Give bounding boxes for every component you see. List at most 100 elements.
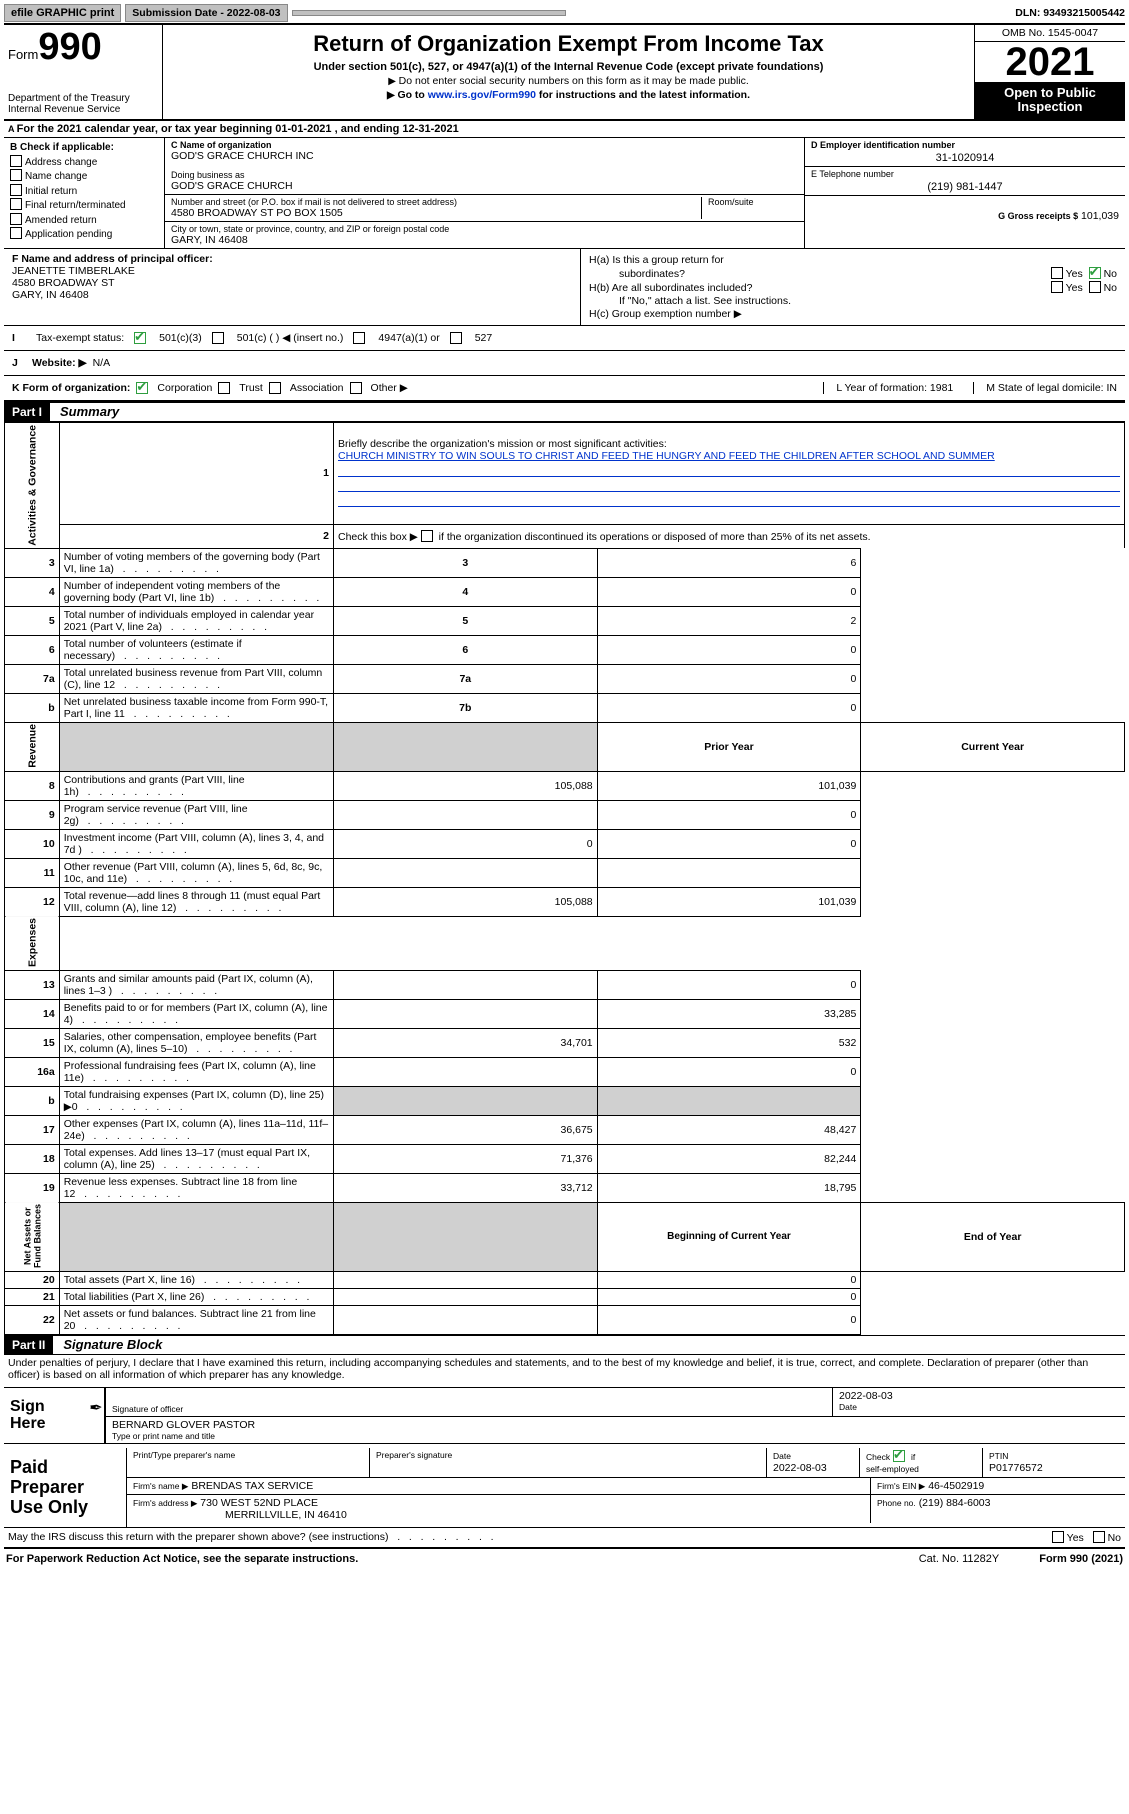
q2-text: Check this box ▶ if the organization dis… (338, 531, 871, 543)
top-bar: efile GRAPHIC print Submission Date - 20… (4, 4, 1125, 25)
sign-arrow-icon: ✒ (88, 1388, 105, 1443)
sign-here-label: Sign Here (4, 1388, 88, 1443)
dba-name: GOD'S GRACE CHURCH (171, 180, 798, 192)
vlabel-governance: Activities & Governance (5, 423, 60, 549)
officer-group-block: F Name and address of principal officer:… (4, 249, 1125, 326)
paperwork-notice: For Paperwork Reduction Act Notice, see … (6, 1553, 358, 1565)
vlabel-netassets: Net Assets or Fund Balances (5, 1202, 60, 1271)
section-f-label: F Name and address of principal officer: (12, 253, 213, 265)
form-note-ssn: ▶ Do not enter social security numbers o… (171, 75, 966, 87)
discuss-question: May the IRS discuss this return with the… (8, 1531, 389, 1544)
col-beginning: Beginning of Current Year (597, 1202, 861, 1271)
gross-value: 101,039 (1081, 210, 1119, 222)
checkbox-trust[interactable] (218, 382, 230, 394)
checkbox-self-employed[interactable] (893, 1450, 905, 1462)
efile-print-button[interactable]: efile GRAPHIC print (4, 4, 121, 22)
checkbox-discontinued[interactable] (421, 530, 433, 542)
mission-text: CHURCH MINISTRY TO WIN SOULS TO CHRIST A… (338, 450, 995, 462)
form-footer: Form 990 (2021) (1039, 1553, 1123, 1565)
checkbox-other[interactable] (350, 382, 362, 394)
irs-link[interactable]: www.irs.gov/Form990 (428, 89, 536, 101)
street-address: 4580 BROADWAY ST PO BOX 1505 (171, 207, 701, 219)
form-prefix: Form (8, 47, 38, 62)
hb-label: H(b) Are all subordinates included? (589, 282, 752, 294)
perjury-declaration: Under penalties of perjury, I declare th… (4, 1355, 1125, 1383)
vlabel-expenses: Expenses (5, 916, 60, 970)
state-domicile: M State of legal domicile: IN (973, 382, 1117, 394)
officer-printed-name: BERNARD GLOVER PASTOR (112, 1419, 1119, 1431)
page-footer: For Paperwork Reduction Act Notice, see … (4, 1549, 1125, 1565)
dba-label: Doing business as (171, 170, 798, 180)
submission-date-label: Submission Date - 2022-08-03 (125, 4, 287, 22)
hc-label: H(c) Group exemption number ▶ (589, 308, 742, 320)
phone-value: (219) 981-1447 (811, 181, 1119, 193)
checkbox-initial-return[interactable] (10, 184, 22, 196)
form-subtitle: Under section 501(c), 527, or 4947(a)(1)… (171, 61, 966, 73)
form-title: Return of Organization Exempt From Incom… (171, 31, 966, 57)
preparer-name-label: Print/Type preparer's name (127, 1448, 370, 1477)
checkbox-amended-return[interactable] (10, 213, 22, 225)
checkbox-final-return[interactable] (10, 198, 22, 210)
vlabel-revenue: Revenue (5, 722, 60, 771)
city-label: City or town, state or province, country… (171, 224, 798, 234)
checkbox-corporation[interactable] (136, 382, 148, 394)
org-name: GOD'S GRACE CHURCH INC (171, 150, 798, 162)
section-k-label: K Form of organization: (12, 382, 130, 394)
paid-preparer-block: Paid Preparer Use Only Print/Type prepar… (4, 1448, 1125, 1528)
form-note-link: ▶ Go to www.irs.gov/Form990 for instruct… (171, 89, 966, 101)
sig-officer-label: Signature of officer (112, 1404, 826, 1414)
paid-preparer-label: Paid Preparer Use Only (4, 1448, 126, 1527)
prep-date: 2022-08-03 (773, 1462, 827, 1474)
firm-ein: 46-4502919 (928, 1480, 984, 1492)
tax-year: 2021 (975, 42, 1125, 82)
part-i-header: Part ISummary (4, 402, 1125, 422)
tax-exempt-label: Tax-exempt status: (36, 332, 124, 344)
org-name-label: C Name of organization (171, 140, 798, 150)
phone-label: E Telephone number (811, 169, 1119, 179)
checkbox-discuss-no[interactable] (1093, 1531, 1105, 1543)
col-current-year: Current Year (861, 722, 1125, 771)
q1-text: Briefly describe the organization's miss… (338, 438, 667, 450)
officer-addr2: GARY, IN 46408 (12, 289, 572, 301)
signature-block: Sign Here ✒ Signature of officer 2022-08… (4, 1387, 1125, 1444)
part-ii-header: Part IISignature Block (4, 1335, 1125, 1355)
checkbox-527[interactable] (450, 332, 462, 344)
officer-addr1: 4580 BROADWAY ST (12, 277, 572, 289)
website-value: N/A (93, 357, 111, 369)
checkbox-address-change[interactable] (10, 155, 22, 167)
checkbox-discuss-yes[interactable] (1052, 1531, 1064, 1543)
firm-addr2: MERRILLVILLE, IN 46410 (225, 1509, 347, 1521)
checkbox-ha-no[interactable] (1089, 267, 1101, 279)
gross-label: G Gross receipts $ (998, 211, 1078, 221)
checkbox-ha-yes[interactable] (1051, 267, 1063, 279)
checkbox-application-pending[interactable] (10, 227, 22, 239)
year-formation: L Year of formation: 1981 (823, 382, 953, 394)
open-to-public-badge: Open to Public Inspection (975, 82, 1125, 119)
printed-name-label: Type or print name and title (112, 1431, 1119, 1441)
checkbox-association[interactable] (269, 382, 281, 394)
checkbox-name-change[interactable] (10, 169, 22, 181)
col-prior-year: Prior Year (597, 722, 861, 771)
col-end: End of Year (861, 1202, 1125, 1271)
preparer-sig-label: Preparer's signature (370, 1448, 767, 1477)
section-b-label: B Check if applicable: (10, 141, 160, 155)
form-number: 990 (38, 26, 101, 68)
room-label: Room/suite (708, 197, 798, 207)
cat-number: Cat. No. 11282Y (919, 1553, 1000, 1565)
checkbox-501c3[interactable] (134, 332, 146, 344)
ha-label: H(a) Is this a group return for (589, 254, 724, 266)
checkbox-4947[interactable] (353, 332, 365, 344)
firm-phone: (219) 884-6003 (919, 1497, 991, 1509)
dln-label: DLN: 93493215005442 (1015, 7, 1125, 19)
officer-name: JEANETTE TIMBERLAKE (12, 265, 572, 277)
ein-value: 31-1020914 (811, 152, 1119, 164)
checkbox-hb-yes[interactable] (1051, 281, 1063, 293)
sign-date: 2022-08-03 (839, 1390, 1119, 1402)
department-label: Department of the Treasury Internal Reve… (8, 93, 158, 115)
checkbox-501c[interactable] (212, 332, 224, 344)
checkbox-hb-no[interactable] (1089, 281, 1101, 293)
summary-table: Activities & Governance 1 Briefly descri… (4, 422, 1125, 1335)
addr-label: Number and street (or P.O. box if mail i… (171, 197, 701, 207)
website-label: Website: ▶ (32, 357, 87, 369)
firm-addr1: 730 WEST 52ND PLACE (200, 1497, 318, 1509)
